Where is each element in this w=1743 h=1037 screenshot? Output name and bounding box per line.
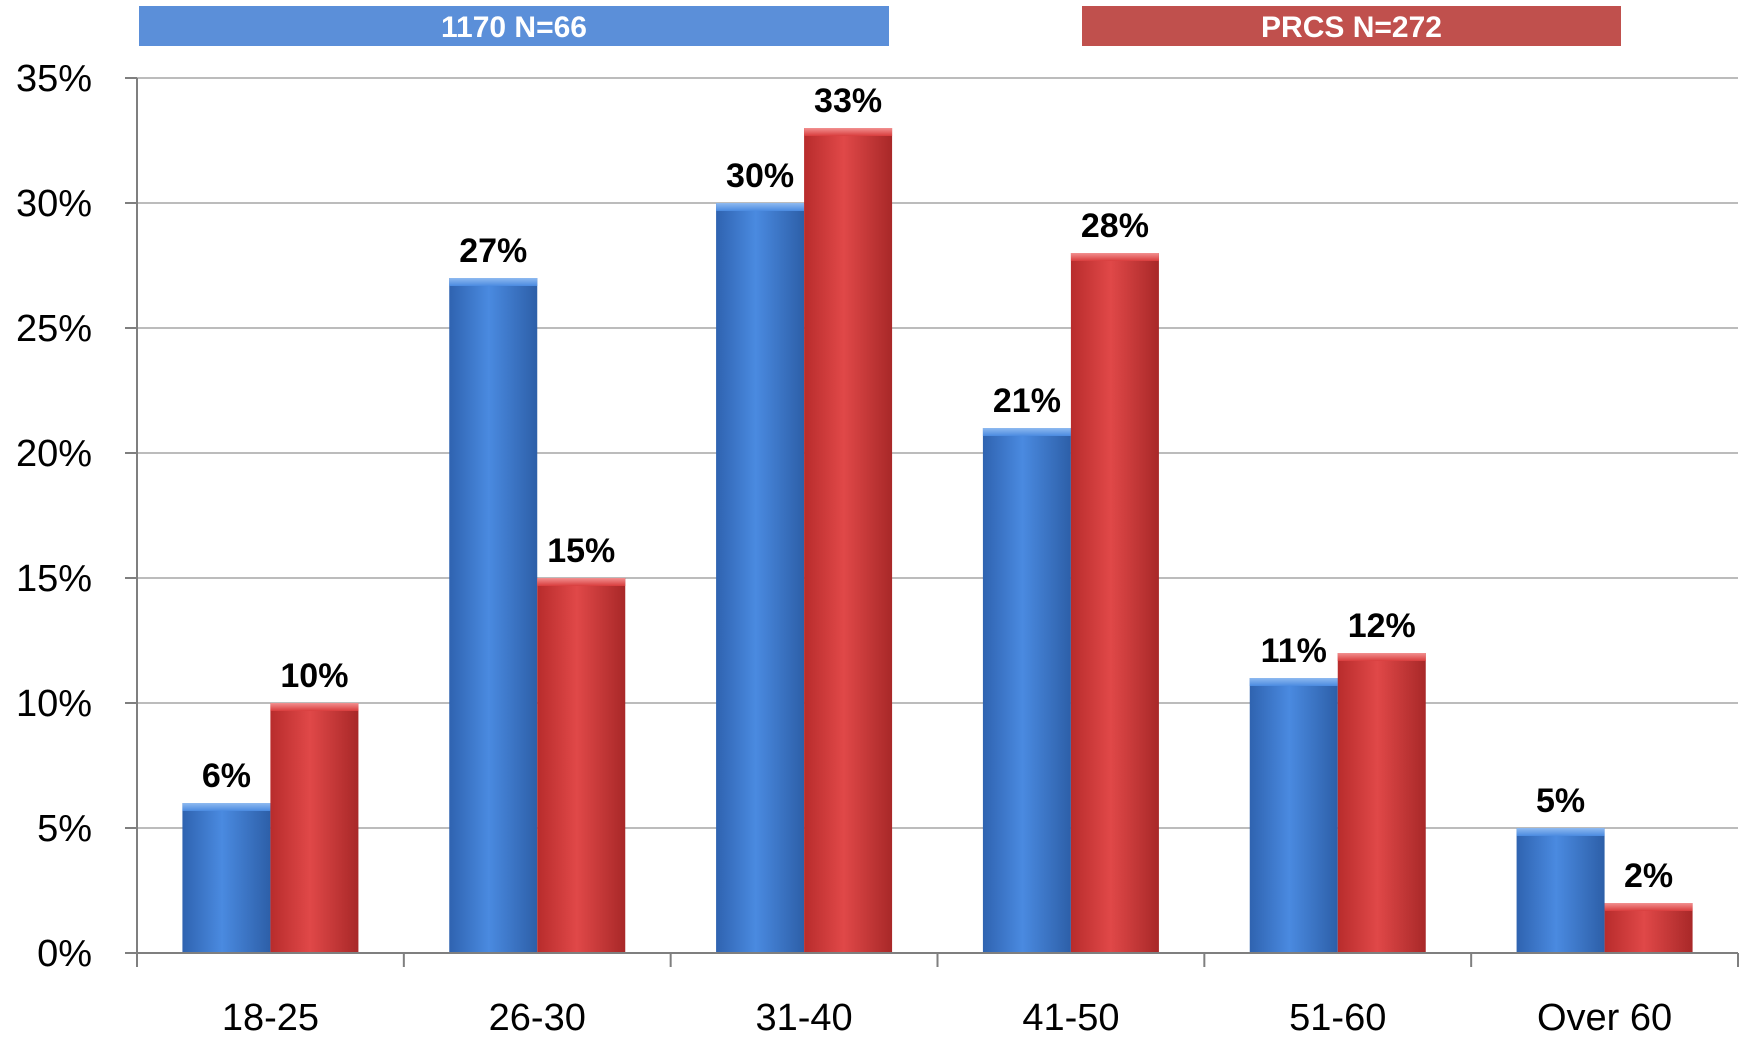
data-labels: 6% 10% 27% 15% 30% 33% 21% 28% 11% 12% 5% 2%: [202, 82, 1673, 895]
bar-1-4: [1337, 653, 1426, 953]
legend: 1170 N=66 PRCS N=272: [139, 6, 1621, 46]
y-tick-label: 30%: [16, 183, 92, 225]
bar-cap: [804, 128, 893, 136]
bar-cap: [1604, 903, 1693, 911]
bar-body: [1516, 828, 1605, 953]
bar-cap: [1337, 653, 1426, 661]
bar-0-4: [1249, 678, 1338, 953]
y-tick-label: 5%: [37, 808, 92, 850]
bar-1-0: [270, 703, 359, 953]
bars: [182, 128, 1693, 953]
category-label-5: Over 60: [1537, 997, 1672, 1037]
data-label-1-1: 15%: [547, 532, 615, 570]
category-label-2: 31-40: [755, 997, 852, 1037]
bar-body: [449, 278, 538, 953]
bar-body: [182, 803, 271, 953]
bar-body: [1249, 678, 1338, 953]
category-label-0: 18-25: [222, 997, 319, 1037]
bar-body: [1070, 253, 1159, 953]
axes: [136, 78, 1739, 967]
bar-body: [1337, 653, 1426, 953]
y-tick-label: 10%: [16, 683, 92, 725]
bar-body: [537, 578, 626, 953]
x-axis-categories: 18-25 26-30 31-40 41-50 51-60 Over 60: [222, 997, 1672, 1037]
bar-cap: [449, 278, 538, 286]
data-label-0-2: 30%: [726, 157, 794, 195]
y-tick-label: 15%: [16, 558, 92, 600]
bar-body: [982, 428, 1071, 953]
data-label-0-0: 6%: [202, 757, 251, 795]
data-label-1-3: 28%: [1081, 207, 1149, 245]
bar-cap: [182, 803, 271, 811]
data-label-1-0: 10%: [280, 657, 348, 695]
bar-0-3: [982, 428, 1071, 953]
y-tick-label: 0%: [37, 933, 92, 975]
legend-swatch-0: [139, 6, 889, 46]
data-label-1-2: 33%: [814, 82, 882, 120]
bar-cap: [1070, 253, 1159, 261]
category-label-4: 51-60: [1289, 997, 1386, 1037]
bar-1-3: [1070, 253, 1159, 953]
data-label-0-1: 27%: [459, 232, 527, 270]
bar-cap: [716, 203, 805, 211]
bar-1-1: [537, 578, 626, 953]
data-label-1-4: 12%: [1348, 607, 1416, 645]
bar-cap: [537, 578, 626, 586]
bar-cap: [1516, 828, 1605, 836]
bar-cap: [1249, 678, 1338, 686]
y-tick-label: 35%: [16, 58, 92, 100]
category-label-3: 41-50: [1022, 997, 1119, 1037]
data-label-0-3: 21%: [993, 382, 1061, 420]
legend-swatch-1: [1082, 6, 1621, 46]
bar-0-2: [716, 203, 805, 953]
y-tick-label: 20%: [16, 433, 92, 475]
data-label-0-4: 11%: [1261, 632, 1327, 670]
data-label-1-5: 2%: [1624, 857, 1673, 895]
y-axis-ticks: 0% 5% 10% 15% 20% 25% 30% 35%: [16, 58, 137, 975]
bar-cap: [270, 703, 359, 711]
bar-cap: [982, 428, 1071, 436]
bar-0-1: [449, 278, 538, 953]
y-tick-label: 25%: [16, 308, 92, 350]
bar-body: [1604, 903, 1693, 953]
category-label-1: 26-30: [489, 997, 586, 1037]
legend-label-1: PRCS N=272: [1261, 11, 1442, 44]
legend-label-0: 1170 N=66: [441, 11, 587, 44]
bar-body: [270, 703, 359, 953]
data-label-0-5: 5%: [1536, 782, 1585, 820]
gridlines: [137, 77, 1738, 829]
bar-0-5: [1516, 828, 1605, 953]
bar-body: [804, 128, 893, 953]
bar-1-2: [804, 128, 893, 953]
bar-body: [716, 203, 805, 953]
bar-0-0: [182, 803, 271, 953]
bar-1-5: [1604, 903, 1693, 953]
